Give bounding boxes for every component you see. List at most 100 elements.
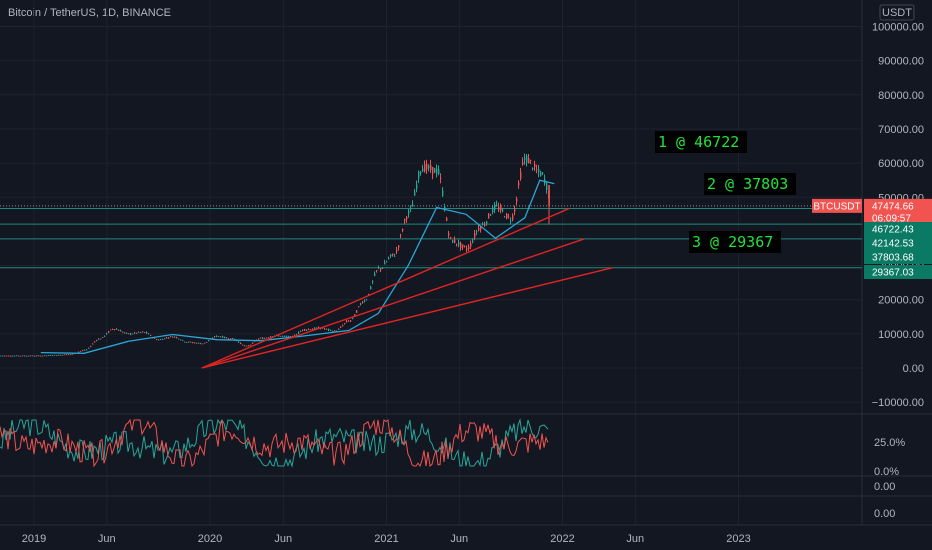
candle-body [298,332,300,334]
candle-body [124,332,126,334]
candle-body [506,213,508,219]
candle-body [312,328,314,330]
candle-body [202,343,204,345]
candle-body [16,355,18,357]
candle-body [462,244,464,248]
y-tick-label[interactable]: 0.00 [903,363,924,375]
annotation-label-2[interactable]: 2 @ 37803 [707,175,788,193]
candle-body [64,354,66,356]
candle-body [94,341,96,343]
annotation-box-1[interactable] [655,131,747,153]
candle-body [62,354,64,356]
currency-button-border[interactable] [879,4,915,21]
y-tick-label[interactable]: 70000.00 [878,124,924,136]
candle-body [130,333,132,335]
candle-body [378,268,380,269]
x-tick-label[interactable]: 2021 [374,533,398,545]
x-tick-label[interactable]: 2020 [198,533,222,545]
trend-line-1[interactable] [201,207,570,369]
candle-body [370,286,372,290]
candle-body [56,355,58,357]
y-tick-label[interactable]: 90000.00 [878,56,924,68]
candle-body [328,329,330,331]
candle-body [408,211,410,214]
candle-body [132,333,134,335]
y-tick-label[interactable]: −10000.00 [872,397,924,409]
candle-body [404,219,406,221]
y-tick-label[interactable]: 80000.00 [878,90,924,102]
pane3-tick-label[interactable]: 0.00 [874,508,895,520]
pane2-tick-label[interactable]: 0.00 [874,481,895,493]
candle-body [428,165,430,169]
candle-body [160,339,162,341]
candle-body [68,354,70,356]
x-tick-label[interactable]: Jun [274,533,292,545]
x-tick-label[interactable]: Jun [626,533,644,545]
candle-body [270,336,272,338]
candle-body [360,303,362,305]
time-axis[interactable]: 2019 Jun 2020 Jun 2021 Jun 2022 Jun 2023 [22,533,751,545]
candle-body [180,339,182,341]
candle-body [466,248,468,250]
annotation-label-1[interactable]: 1 @ 46722 [658,133,739,151]
x-tick-label[interactable]: 2019 [22,533,46,545]
trend-lines[interactable] [201,207,613,369]
candle-body [388,258,390,260]
last-price-countdown: 06:09:57 [872,213,911,224]
currency-button[interactable]: USDT [879,4,915,21]
y-tick-label[interactable]: 20000.00 [878,295,924,307]
candle-body [260,337,262,339]
candle-body [310,329,312,331]
trend-line-3[interactable] [201,267,613,369]
oscillator-pane [0,418,549,468]
candle-body [440,177,442,179]
x-tick-label[interactable]: Jun [450,533,468,545]
candle-body [372,280,374,282]
candle-body [38,355,40,357]
candle-body [482,224,484,226]
candle-body [32,355,34,357]
annotation-box-2[interactable] [704,173,796,195]
last-price-value: 47474.66 [872,201,914,212]
candle-body [244,345,246,347]
candle-body [374,273,376,276]
x-tick-label[interactable]: 2022 [550,533,574,545]
candle-body [112,329,114,330]
oscillator-tick-label[interactable]: 0.0% [874,466,899,478]
x-tick-label[interactable]: Jun [98,533,116,545]
candle-body [144,332,146,333]
candle-body [422,168,424,172]
candle-body [0,355,2,357]
candle-body [486,221,488,224]
level-badge [864,236,932,250]
candle-body [288,336,290,338]
annotation-box-3[interactable] [689,231,781,253]
candle-body [548,185,550,206]
currency-button-label[interactable]: USDT [882,7,912,19]
candle-body [348,320,350,322]
level-badge [864,222,932,236]
candle-body [224,336,226,338]
x-tick-label[interactable]: 2023 [726,533,750,545]
y-tick-label[interactable]: 10000.00 [878,329,924,341]
annotation-label-3[interactable]: 3 @ 29367 [692,233,773,251]
candle-body [106,333,108,335]
oscillator-tick-label[interactable]: 25.0% [874,437,905,449]
candle-body [206,341,208,343]
candle-body [82,350,84,352]
candle-body [514,208,516,212]
candle-body [4,355,6,357]
candle-body [394,255,396,257]
candle-body [96,340,98,341]
candle-body [54,354,56,356]
y-tick-label[interactable]: 60000.00 [878,158,924,170]
candle-body [546,183,548,190]
y-tick-label[interactable]: 100000.00 [872,22,924,34]
candle-body [474,233,476,238]
candle-body [240,342,242,344]
annotations[interactable]: 1 @ 46722 2 @ 37803 3 @ 29367 [655,131,796,253]
trend-line-2[interactable] [201,238,585,369]
candle-body [504,216,506,218]
symbol-badge-label: BTCUSDT [813,201,860,212]
